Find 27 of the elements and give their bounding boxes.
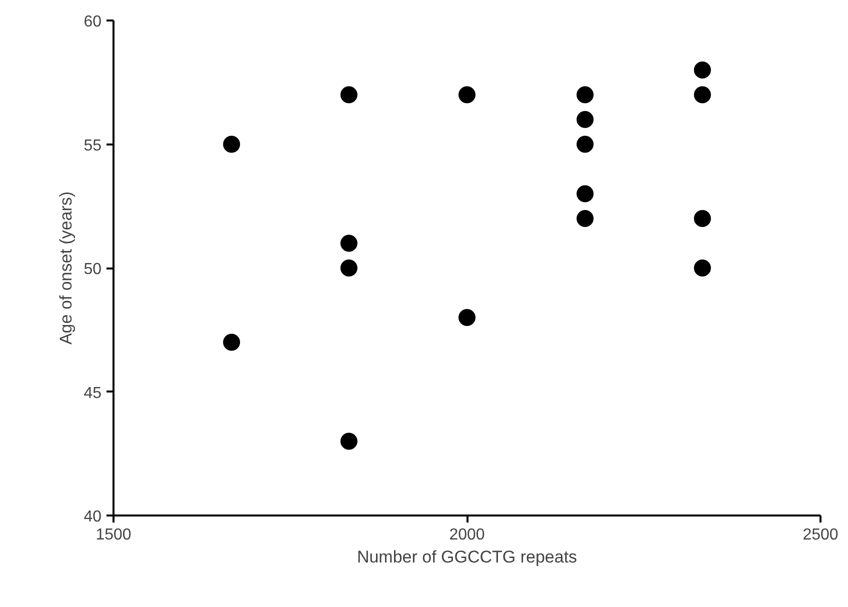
point	[223, 334, 240, 351]
point	[694, 62, 711, 78]
point	[576, 111, 594, 128]
x-axis-title: Number of GGCCTG repeats	[356, 548, 578, 566]
x-tick-label: 2500	[802, 526, 838, 544]
point	[576, 86, 594, 104]
point	[576, 210, 594, 227]
y-tick-label: 60	[84, 14, 102, 30]
x-tick-label: 2000	[449, 526, 485, 544]
point	[694, 210, 711, 227]
point	[340, 234, 358, 252]
point	[340, 86, 358, 104]
y-tick-label: 55	[84, 137, 102, 154]
point	[340, 432, 358, 450]
point	[223, 136, 240, 153]
point	[694, 260, 711, 276]
x-tick-label: 1500	[96, 526, 132, 544]
point	[340, 260, 358, 276]
y-tick-label: 45	[84, 384, 102, 402]
y-tick-label: 40	[84, 508, 102, 526]
point	[458, 86, 476, 104]
point	[694, 86, 711, 104]
y-axis-title: Age of onset (years)	[56, 191, 76, 345]
y-tick-label: 50	[84, 261, 102, 278]
point	[458, 309, 476, 326]
point	[576, 185, 594, 202]
point	[576, 136, 594, 153]
